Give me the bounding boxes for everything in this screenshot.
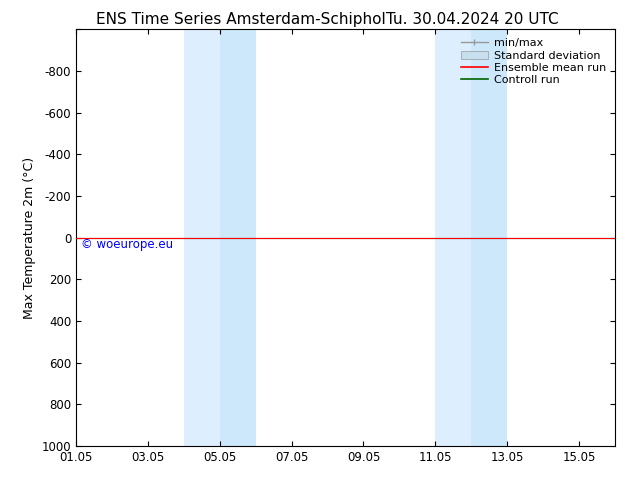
Y-axis label: Max Temperature 2m (°C): Max Temperature 2m (°C) (23, 157, 36, 318)
Bar (220, 29, 256, 446)
Text: ENS Time Series Amsterdam-Schiphol: ENS Time Series Amsterdam-Schiphol (96, 12, 386, 27)
Bar (471, 29, 507, 446)
Legend: min/max, Standard deviation, Ensemble mean run, Controll run: min/max, Standard deviation, Ensemble me… (457, 35, 609, 88)
Text: © woeurope.eu: © woeurope.eu (81, 238, 174, 251)
Text: Tu. 30.04.2024 20 UTC: Tu. 30.04.2024 20 UTC (386, 12, 559, 27)
Bar (184, 29, 220, 446)
Bar (436, 29, 471, 446)
